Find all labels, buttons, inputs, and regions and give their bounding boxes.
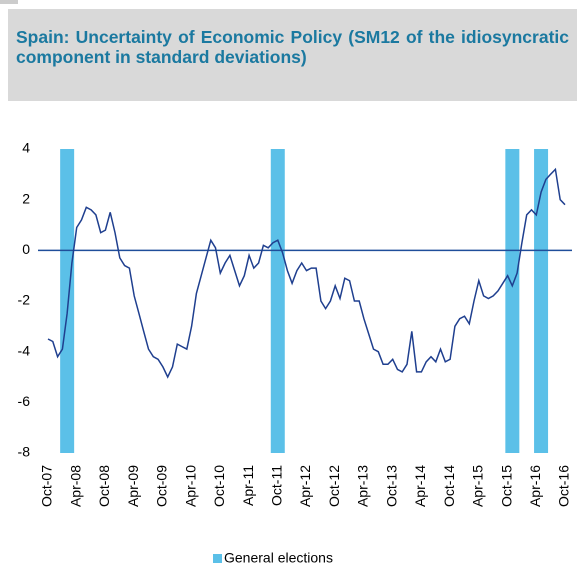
x-tick-label: Oct-14 bbox=[441, 465, 457, 507]
election-bar bbox=[505, 149, 520, 453]
line-series bbox=[47, 167, 566, 379]
x-tick-label: Apr-12 bbox=[297, 465, 313, 507]
x-tick-label: Apr-11 bbox=[240, 465, 256, 506]
decoration bbox=[0, 0, 18, 4]
x-tick-label: Oct-15 bbox=[498, 465, 514, 507]
chart-title: Spain: Uncertainty of Economic Policy (S… bbox=[8, 9, 577, 101]
y-tick-label: -8 bbox=[18, 444, 31, 460]
y-tick-label: 2 bbox=[22, 190, 30, 206]
x-tick-label: Apr-16 bbox=[527, 465, 543, 507]
x-tick-label: Apr-14 bbox=[412, 465, 428, 507]
x-tick-label: Oct-16 bbox=[556, 465, 572, 507]
y-tick-label: 0 bbox=[22, 241, 30, 257]
x-tick-label: Apr-08 bbox=[67, 465, 83, 507]
x-tick-label: Oct-13 bbox=[383, 465, 399, 507]
y-tick-label: -4 bbox=[18, 342, 31, 358]
x-tick-label: Oct-12 bbox=[326, 465, 342, 507]
election-bar bbox=[60, 149, 75, 453]
legend-label: General elections bbox=[224, 550, 333, 566]
y-tick-label: 4 bbox=[22, 140, 30, 156]
y-tick-label: -2 bbox=[18, 292, 31, 308]
x-tick-label: Apr-13 bbox=[355, 465, 371, 507]
x-tick-label: Oct-09 bbox=[154, 465, 170, 507]
x-tick-label: Oct-11 bbox=[268, 465, 284, 506]
x-tick-label: Oct-08 bbox=[96, 465, 112, 507]
x-tick-label: Apr-15 bbox=[470, 465, 486, 507]
x-tick-label: Apr-10 bbox=[182, 465, 198, 507]
legend-swatch bbox=[213, 554, 222, 563]
y-tick-label: -6 bbox=[18, 393, 31, 409]
x-tick-label: Oct-07 bbox=[39, 465, 55, 507]
election-bar bbox=[270, 149, 285, 453]
x-tick-label: Apr-09 bbox=[125, 465, 141, 507]
election-bar bbox=[534, 149, 549, 453]
x-tick-label: Oct-10 bbox=[211, 465, 227, 507]
